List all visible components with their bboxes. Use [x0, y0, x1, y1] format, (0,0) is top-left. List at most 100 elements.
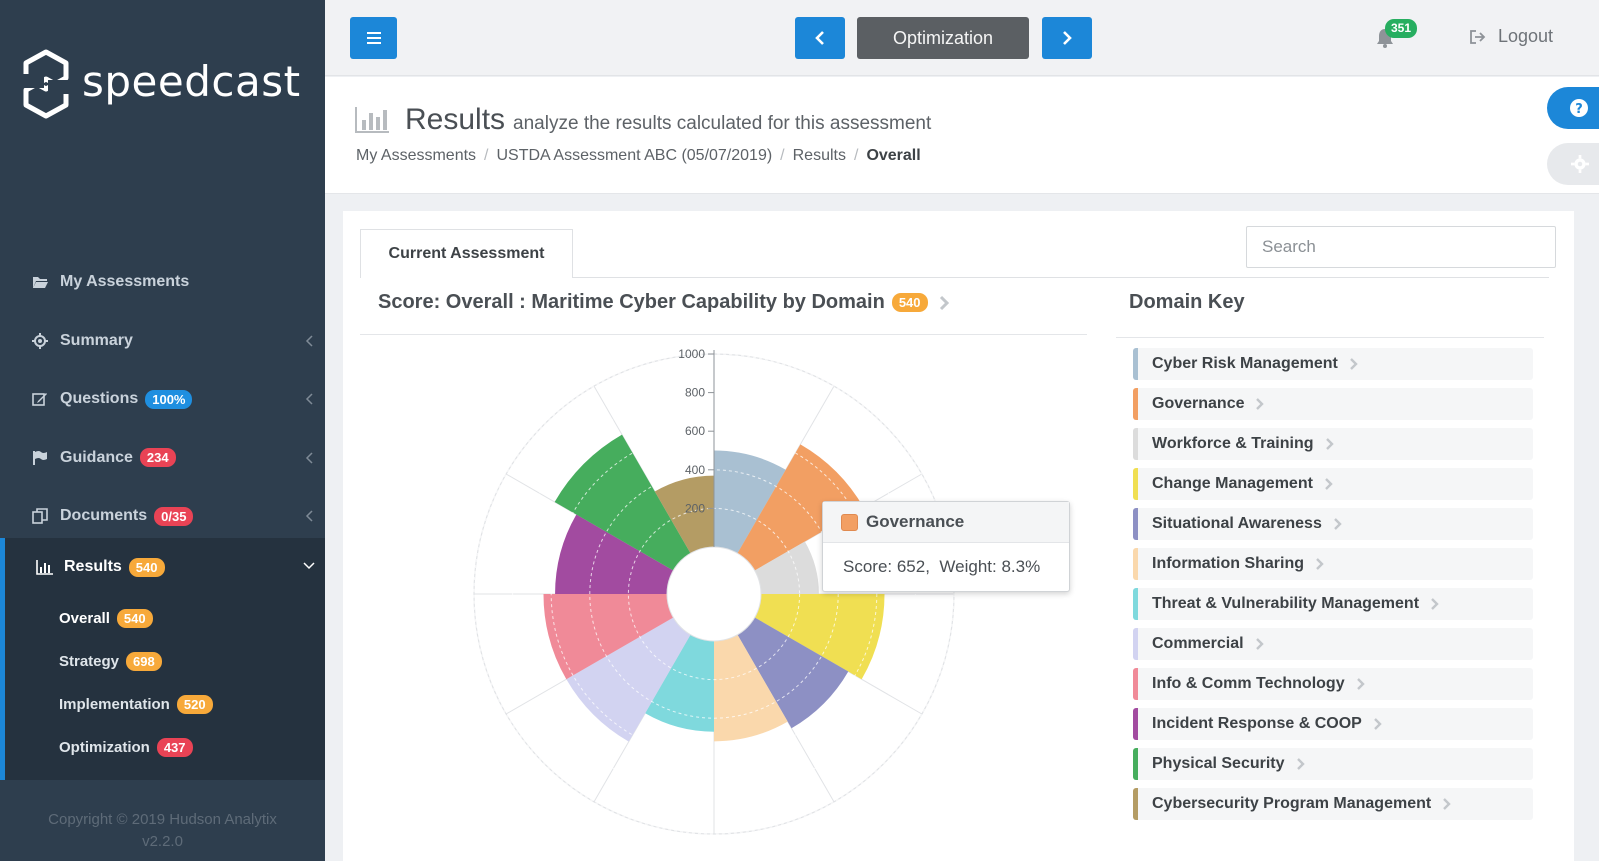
domain-key-label: Governance [1152, 395, 1245, 412]
breadcrumb-results[interactable]: Results [792, 147, 846, 164]
chart-sector[interactable] [554, 434, 691, 571]
breadcrumb-current: Overall [866, 147, 921, 164]
domain-key-item[interactable]: Info & Comm Technology [1133, 668, 1533, 700]
domain-key-item[interactable]: Information Sharing [1133, 548, 1533, 580]
domain-key-divider [1116, 337, 1544, 338]
domain-key-label: Threat & Vulnerability Management [1152, 595, 1420, 612]
settings-button[interactable] [1547, 143, 1599, 185]
chart-sector[interactable] [654, 475, 714, 554]
domain-key-item[interactable]: Change Management [1133, 468, 1533, 500]
sidebar-item-questions[interactable]: Questions 100% [0, 370, 325, 429]
domain-key-label: Info & Comm Technology [1152, 675, 1345, 692]
chevron-right-icon [1296, 758, 1305, 770]
sidebar-item-documents[interactable]: Documents 0/35 [0, 487, 325, 546]
sidebar-item-my-assessments[interactable]: My Assessments [0, 253, 325, 312]
domain-key-item[interactable]: Commercial [1133, 628, 1533, 660]
sidebar-results-group: Results 540 Overall 540 Strategy 698 Imp… [0, 538, 325, 780]
notification-count-badge: 351 [1385, 19, 1418, 38]
documents-badge: 0/35 [154, 506, 194, 526]
implementation-badge: 520 [176, 694, 213, 714]
topbar: Optimization [325, 0, 1599, 76]
chart-sector[interactable] [543, 594, 674, 680]
gear-icon [1571, 155, 1589, 173]
chart-sector[interactable] [714, 450, 786, 554]
sidebar-item-guidance[interactable]: Guidance 234 [0, 429, 325, 488]
sidebar-item-label: Documents [60, 507, 148, 525]
tooltip-body: Score: 652, Weight: 8.3% [823, 543, 1069, 577]
sidebar-nav: My Assessments Summary Questions 100% Gu… [0, 253, 325, 546]
subitem-label: Optimization [59, 738, 150, 756]
domain-key-item[interactable]: Incident Response & COOP [1133, 708, 1533, 740]
chevron-right-icon [1356, 678, 1365, 690]
chevron-left-icon [305, 393, 313, 405]
chart-tick-label: 400 [685, 463, 705, 477]
next-button[interactable] [1042, 17, 1092, 59]
domain-key-item[interactable]: Governance [1133, 388, 1533, 420]
chart-tick-label: 600 [685, 424, 705, 438]
domain-key-label: Cybersecurity Program Management [1152, 795, 1432, 812]
domain-key-item[interactable]: Physical Security [1133, 748, 1533, 780]
chevron-right-icon [1063, 31, 1072, 45]
breadcrumb-my-assessments[interactable]: My Assessments [356, 147, 477, 164]
questions-badge: 100% [145, 389, 193, 409]
content-panel: Current Assessment Search Score: Overall… [343, 211, 1574, 861]
domain-key-label: Commercial [1152, 635, 1244, 652]
menu-toggle-button[interactable] [350, 17, 397, 59]
section-label-button[interactable]: Optimization [857, 17, 1029, 59]
domain-key-item[interactable]: Workforce & Training [1133, 428, 1533, 460]
copyright: Copyright © 2019 Hudson Analytix v2.2.0 [0, 809, 325, 853]
chart-sector[interactable] [737, 617, 849, 729]
chart-sector[interactable] [737, 444, 864, 571]
chevron-down-icon [303, 562, 315, 570]
domain-key-item[interactable]: Cyber Risk Management [1133, 348, 1533, 380]
help-button[interactable]: ? [1547, 87, 1599, 129]
tab-current-assessment[interactable]: Current Assessment [360, 229, 573, 278]
domain-key-item[interactable]: Threat & Vulnerability Management [1133, 588, 1533, 620]
chevron-right-icon[interactable] [938, 295, 950, 311]
chevron-right-icon [1255, 638, 1264, 650]
domain-key-label: Change Management [1152, 475, 1313, 492]
domain-key-item[interactable]: Situational Awareness [1133, 508, 1533, 540]
guidance-badge: 234 [139, 448, 176, 468]
sidebar-item-label: My Assessments [60, 273, 190, 291]
chart-title-row: Score: Overall : Maritime Cyber Capabili… [378, 291, 950, 314]
question-circle-icon: ? [1570, 99, 1588, 117]
chart-sector[interactable] [555, 514, 674, 594]
logout-link[interactable]: Logout [1470, 26, 1553, 47]
chevron-left-icon [305, 510, 313, 522]
results-badge: 540 [128, 557, 165, 577]
flag-icon [31, 449, 49, 467]
chart-sector[interactable] [566, 617, 691, 742]
domain-key-label: Incident Response & COOP [1152, 715, 1362, 732]
sidebar-subitem-strategy[interactable]: Strategy 698 [5, 640, 325, 683]
chart-tick-label: 200 [685, 501, 705, 515]
domain-key-label: Situational Awareness [1152, 515, 1322, 532]
breadcrumb-assessment[interactable]: USTDA Assessment ABC (05/07/2019) [496, 147, 773, 164]
sidebar-subitem-overall[interactable]: Overall 540 [5, 597, 325, 640]
chart-sector[interactable] [714, 634, 788, 742]
search-input[interactable]: Search [1246, 226, 1556, 268]
bar-chart-icon [355, 107, 389, 133]
domain-key-label: Workforce & Training [1152, 435, 1314, 452]
breadcrumb-separator: / [484, 147, 489, 164]
chart-sector[interactable] [754, 594, 885, 680]
logo[interactable]: speedcast [22, 48, 301, 120]
sidebar-item-results[interactable]: Results 540 [5, 538, 325, 597]
domain-key-title: Domain Key [1129, 291, 1245, 313]
edit-icon [31, 390, 49, 408]
chevron-right-icon [1325, 438, 1334, 450]
logout-label: Logout [1498, 26, 1554, 46]
strategy-badge: 698 [126, 651, 162, 671]
sidebar-item-summary[interactable]: Summary [0, 312, 325, 371]
chart-grid-circle [550, 430, 878, 758]
chevron-right-icon [1431, 598, 1439, 610]
domain-key-label: Physical Security [1152, 755, 1285, 772]
page-title: Results [405, 103, 506, 136]
sidebar-subitem-implementation[interactable]: Implementation 520 [5, 683, 325, 726]
sidebar-subitem-optimization[interactable]: Optimization 437 [5, 726, 325, 769]
page-subtitle: analyze the results calculated for this … [513, 113, 932, 134]
previous-button[interactable] [795, 17, 845, 59]
subitem-label: Overall [59, 609, 110, 627]
domain-key-item[interactable]: Cybersecurity Program Management [1133, 788, 1533, 820]
chart-sector[interactable] [754, 541, 819, 594]
